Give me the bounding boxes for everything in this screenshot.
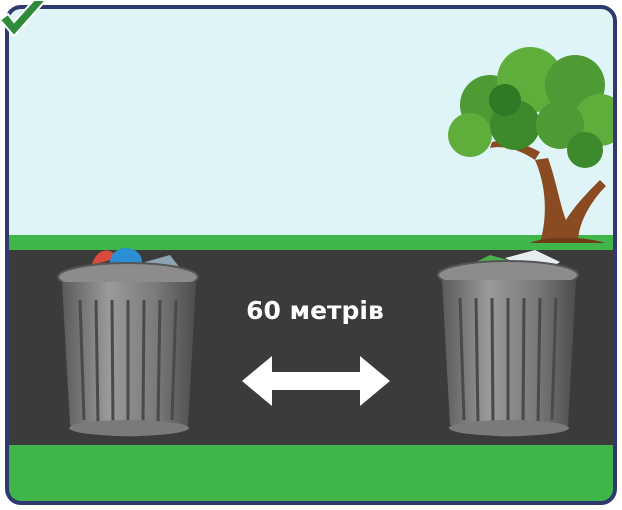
grass-top bbox=[0, 235, 622, 251]
scene: 60 метрів bbox=[0, 0, 622, 505]
distance-label: 60 метрів bbox=[246, 296, 384, 325]
illustration: 60 метрів bbox=[0, 0, 622, 510]
trash-can-right bbox=[438, 250, 578, 436]
trash-can-left bbox=[58, 248, 198, 436]
grass-bottom bbox=[0, 445, 622, 505]
page: {"scene": {"distance_label": "60 метрів"… bbox=[0, 0, 622, 510]
